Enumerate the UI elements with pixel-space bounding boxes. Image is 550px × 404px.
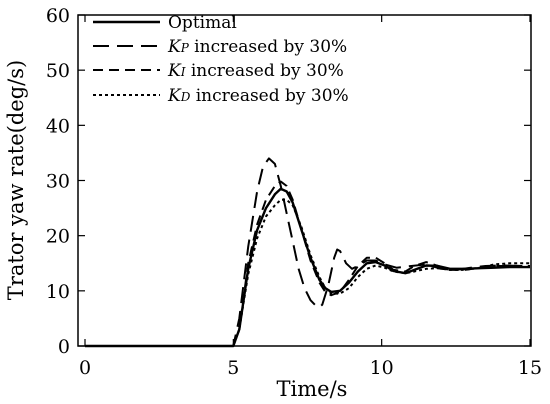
legend-label-0: Optimal [168, 13, 237, 33]
x-tick-labels: 0 5 10 15 [79, 357, 542, 379]
legend-label-subscript: P [180, 41, 190, 55]
series-line-0 [85, 187, 530, 348]
x-tick-label: 15 [518, 357, 542, 379]
legend-label-main: K [167, 86, 182, 106]
legend-label-subscript: D [180, 90, 191, 104]
legend-label-main: K [167, 61, 182, 81]
legend-label-1: KP increased by 30% [167, 37, 347, 57]
series-line-2 [85, 180, 530, 347]
legend-label-rest: increased by 30% [189, 37, 347, 57]
legend-label-2: KI increased by 30% [167, 61, 344, 81]
axis-ticks [78, 14, 531, 347]
y-tick-label: 0 [58, 336, 70, 358]
y-axis-label: Trator yaw rate(deg/s) [4, 60, 28, 300]
legend-label-main: K [167, 37, 182, 57]
x-tick-label: 5 [227, 357, 239, 379]
y-tick-label: 10 [46, 281, 70, 303]
y-tick-label: 20 [46, 226, 70, 248]
y-tick-label: 60 [46, 5, 70, 27]
x-tick-label: 10 [370, 357, 394, 379]
y-tick-label: 30 [46, 171, 70, 193]
legend-label-subscript: I [180, 65, 186, 79]
x-tick-label: 0 [79, 357, 91, 379]
series-line-3 [85, 198, 530, 347]
legend-label-rest: increased by 30% [185, 61, 343, 81]
y-tick-label: 50 [46, 60, 70, 82]
series-lines [85, 157, 531, 348]
legend-label-rest: increased by 30% [190, 86, 348, 106]
y-tick-labels: 0 10 20 30 40 50 60 [46, 5, 70, 358]
x-axis-label: Time/s [277, 377, 348, 401]
legend-label-3: KD increased by 30% [167, 86, 349, 106]
y-tick-label: 40 [46, 115, 70, 137]
series-line-1 [85, 157, 531, 347]
legend-label-main: Optimal [168, 13, 237, 33]
